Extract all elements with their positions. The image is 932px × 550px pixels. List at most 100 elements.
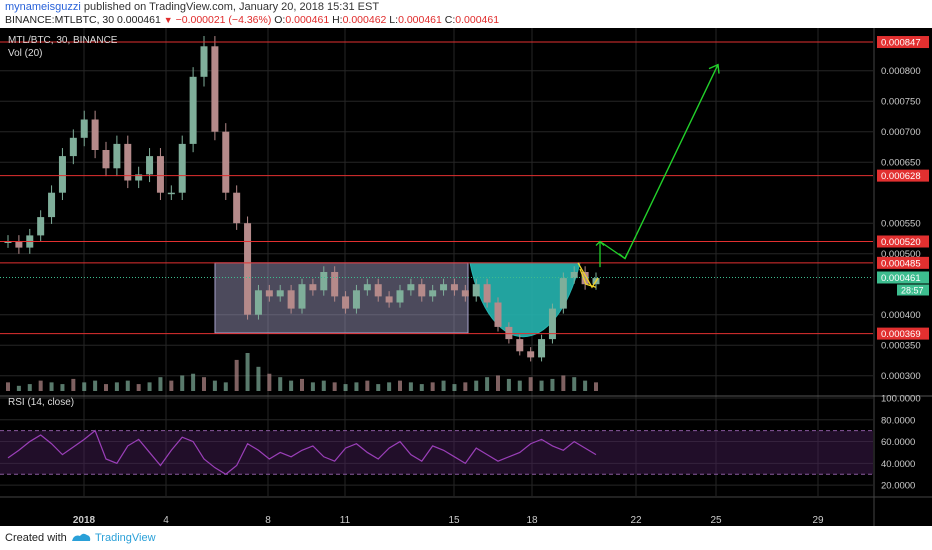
volume-bar xyxy=(398,380,402,391)
volume-bar xyxy=(60,384,65,391)
volume-bar xyxy=(376,384,381,391)
x-tick-label: 18 xyxy=(526,515,538,526)
brand-link[interactable]: TradingView xyxy=(95,532,156,544)
rsi-band xyxy=(0,430,873,475)
price-candle xyxy=(167,192,175,195)
flag-line-bottom xyxy=(579,268,597,288)
volume-bar xyxy=(212,380,217,391)
price-candle xyxy=(254,290,262,315)
last-price-label: 0.000461 xyxy=(881,273,921,284)
x-tick-label: 11 xyxy=(340,515,351,526)
price-candle xyxy=(494,302,502,327)
level-label-bg xyxy=(877,327,929,340)
volume-bar xyxy=(158,377,163,391)
price-candle xyxy=(505,326,513,340)
change-label: −0.000021 (−4.36%) xyxy=(175,14,272,26)
close-key: C: xyxy=(444,14,456,26)
volume-bar xyxy=(278,377,283,391)
price-candle xyxy=(472,284,480,297)
volume-bar xyxy=(419,384,424,391)
price-candle xyxy=(527,351,535,358)
volume-bar xyxy=(82,382,87,391)
price-candle xyxy=(581,272,589,285)
price-candle xyxy=(276,290,284,297)
volume-bar xyxy=(583,380,588,391)
level-label: 0.000628 xyxy=(881,171,921,182)
volume-bar xyxy=(147,382,152,391)
volume-bar xyxy=(430,382,435,391)
price-candle xyxy=(320,272,328,291)
volume-bar xyxy=(343,384,348,391)
down-triangle-icon: ▼ xyxy=(163,15,173,25)
volume-bar xyxy=(506,378,511,391)
volume-bar xyxy=(104,384,108,391)
volume-bar xyxy=(38,380,43,391)
publish-header: mynameisguzzi published on TradingView.c… xyxy=(5,1,379,13)
price-candle xyxy=(516,339,524,352)
author-link[interactable]: mynameisguzzi xyxy=(5,1,81,13)
x-tick-label: 22 xyxy=(630,515,642,526)
last-price-bg xyxy=(877,271,929,284)
volume-bar xyxy=(594,382,598,391)
level-label: 0.000485 xyxy=(881,258,921,269)
price-candle xyxy=(146,156,154,175)
volume-bar xyxy=(180,375,185,391)
price-candle xyxy=(178,143,186,193)
volume-bar xyxy=(27,384,32,391)
price-candle xyxy=(298,284,306,309)
volume-bar xyxy=(289,380,294,391)
ohlc-header: BINANCE:MTLBTC, 30 0.000461 ▼ −0.000021 … xyxy=(5,14,499,26)
price-candle xyxy=(15,241,23,248)
price-candle xyxy=(309,284,317,291)
price-candle xyxy=(233,192,241,224)
price-candle xyxy=(429,290,437,297)
price-candle xyxy=(385,296,393,303)
high-key: H: xyxy=(332,14,343,26)
y-tick-label: 0.000300 xyxy=(881,371,921,382)
volume-label: Vol (20) xyxy=(8,48,42,59)
last-price-label: 0.000461 xyxy=(117,14,161,26)
price-candle xyxy=(189,76,197,144)
level-label-bg xyxy=(877,169,929,182)
volume-bar xyxy=(202,377,206,391)
price-candle xyxy=(440,284,448,291)
grid xyxy=(0,28,873,496)
volume-bar xyxy=(496,375,500,391)
volume-bar xyxy=(354,382,359,391)
volume-bar xyxy=(474,380,479,391)
price-candle xyxy=(58,156,66,193)
flag-line-top xyxy=(577,262,599,289)
x-tick-label: 15 xyxy=(448,515,460,526)
price-candle xyxy=(461,290,469,297)
rsi-tick-label: 80.0000 xyxy=(881,415,915,426)
y-tick-label: 0.000800 xyxy=(881,66,921,77)
volume-bar xyxy=(234,359,239,391)
y-tick-label: 0.000350 xyxy=(881,341,921,352)
volume-bar xyxy=(387,382,392,391)
symbol-label: BINANCE:MTLBTC, 30 xyxy=(5,14,115,26)
volume-bars xyxy=(6,353,598,391)
volume-bar xyxy=(125,380,130,391)
volume-bar xyxy=(561,375,566,391)
price-candle xyxy=(102,150,110,169)
tradingview-logo-icon xyxy=(72,533,91,541)
price-candle xyxy=(450,284,458,291)
price-candle xyxy=(69,137,77,157)
volume-bar xyxy=(485,377,490,391)
price-candle xyxy=(374,284,382,297)
volume-bar xyxy=(517,380,522,391)
price-candle xyxy=(483,284,491,303)
x-tick-label: 25 xyxy=(710,515,722,526)
volume-bar xyxy=(256,366,261,391)
price-candle xyxy=(80,119,88,138)
volume-bar xyxy=(16,385,21,391)
countdown-bg xyxy=(897,284,929,296)
chart-canvas[interactable]: 2018 4 8 11 15 18 22 25 29 0.000800 0.000750 0.0007… xyxy=(0,28,932,526)
y-tick-label: 0.000750 xyxy=(881,97,921,108)
volume-bar xyxy=(452,384,457,391)
y-tick-label: 0.000700 xyxy=(881,127,921,138)
price-candle xyxy=(244,223,252,315)
volume-bar xyxy=(463,382,468,391)
price-candle xyxy=(200,46,208,77)
volume-bar xyxy=(93,380,98,391)
